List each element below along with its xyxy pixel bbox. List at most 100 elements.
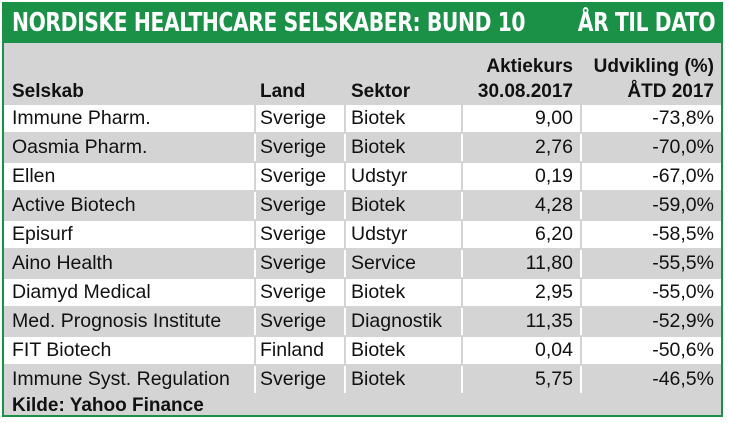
header-sector: Sektor: [351, 81, 411, 102]
cell-sector: Biotek: [351, 136, 406, 158]
cell-company: Immune Pharm.: [12, 107, 151, 129]
column-divider: [254, 308, 256, 335]
cell-sector: Biotek: [351, 107, 406, 129]
cell-price: 6,20: [535, 223, 573, 245]
cell-change: -59,0%: [652, 194, 714, 216]
cell-change: -67,0%: [652, 165, 714, 187]
column-divider: [254, 337, 256, 364]
column-divider: [254, 221, 256, 248]
column-divider: [254, 105, 256, 132]
table-header: Selskab Land Sektor Aktiekurs 30.08.2017…: [4, 43, 721, 105]
header-price-line2: 30.08.2017: [477, 81, 573, 102]
column-divider: [254, 279, 256, 306]
column-divider: [254, 250, 256, 277]
column-divider: [344, 250, 346, 277]
column-divider: [580, 105, 582, 132]
column-divider: [254, 192, 256, 219]
cell-country: Sverige: [260, 310, 327, 332]
table-row: FIT Biotech Finland Biotek 0,04 -50,6%: [4, 337, 721, 364]
table-row: Immune Pharm. Sverige Biotek 9,00 -73,8%: [4, 105, 721, 132]
column-divider: [580, 192, 582, 219]
cell-company: Episurf: [12, 223, 73, 245]
cell-price: 2,76: [535, 136, 573, 158]
table-row: Aino Health Sverige Service 11,80 -55,5%: [4, 250, 721, 277]
table-subtitle: ÅR TIL DATO: [577, 8, 716, 38]
column-divider: [344, 163, 346, 190]
column-divider: [461, 221, 463, 248]
column-divider: [344, 134, 346, 161]
column-divider: [461, 163, 463, 190]
cell-company: Immune Syst. Regulation: [12, 368, 230, 390]
cell-price: 4,28: [535, 194, 573, 216]
cell-sector: Biotek: [351, 339, 406, 361]
cell-company: Oasmia Pharm.: [12, 136, 148, 158]
column-divider: [254, 163, 256, 190]
column-divider: [461, 366, 463, 393]
column-divider: [580, 366, 582, 393]
cell-price: 11,35: [525, 310, 573, 332]
column-divider: [344, 105, 346, 132]
cell-change: -46,5%: [652, 368, 714, 390]
column-divider: [254, 366, 256, 393]
cell-sector: Diagnostik: [351, 310, 443, 332]
cell-price: 9,00: [535, 107, 573, 129]
title-bar: NORDISKE HEALTHCARE SELSKABER: BUND 10 Å…: [4, 4, 721, 43]
source-note: Kilde: Yahoo Finance: [12, 395, 204, 416]
column-divider: [344, 337, 346, 364]
column-divider: [461, 192, 463, 219]
column-divider: [344, 308, 346, 335]
cell-country: Sverige: [260, 252, 327, 274]
cell-price: 5,75: [535, 368, 573, 390]
cell-sector: Biotek: [351, 368, 406, 390]
cell-company: Ellen: [12, 165, 56, 187]
cell-country: Sverige: [260, 368, 327, 390]
column-divider: [254, 134, 256, 161]
column-divider: [461, 279, 463, 306]
cell-country: Sverige: [260, 281, 327, 303]
cell-sector: Service: [351, 252, 417, 274]
column-divider: [344, 192, 346, 219]
cell-company: Active Biotech: [12, 194, 136, 216]
column-divider: [580, 279, 582, 306]
cell-change: -52,9%: [652, 310, 714, 332]
cell-change: -73,8%: [652, 107, 714, 129]
column-divider: [461, 134, 463, 161]
cell-country: Sverige: [260, 165, 327, 187]
column-divider: [580, 163, 582, 190]
column-divider: [580, 308, 582, 335]
cell-change: -58,5%: [652, 223, 714, 245]
header-change-line1: Udvikling (%): [593, 56, 714, 77]
cell-change: -70,0%: [652, 136, 714, 158]
cell-price: 2,95: [535, 281, 573, 303]
column-divider: [580, 221, 582, 248]
table-row: Active Biotech Sverige Biotek 4,28 -59,0%: [4, 192, 721, 219]
cell-sector: Udstyr: [351, 165, 408, 187]
column-divider: [580, 250, 582, 277]
column-divider: [344, 279, 346, 306]
column-divider: [461, 105, 463, 132]
cell-company: Aino Health: [12, 252, 113, 274]
table-frame: NORDISKE HEALTHCARE SELSKABER: BUND 10 Å…: [2, 2, 723, 417]
header-change-line2: ÅTD 2017: [627, 81, 714, 102]
table-row: Diamyd Medical Sverige Biotek 2,95 -55,0%: [4, 279, 721, 306]
cell-price: 0,04: [535, 339, 573, 361]
cell-price: 0,19: [535, 165, 573, 187]
column-divider: [461, 250, 463, 277]
column-divider: [580, 134, 582, 161]
table-row: Episurf Sverige Udstyr 6,20 -58,5%: [4, 221, 721, 248]
cell-company: Med. Prognosis Institute: [12, 310, 222, 332]
cell-sector: Biotek: [351, 194, 406, 216]
cell-country: Sverige: [260, 107, 327, 129]
cell-company: Diamyd Medical: [12, 281, 151, 303]
cell-country: Finland: [260, 339, 324, 361]
cell-change: -50,6%: [652, 339, 714, 361]
table-row: Immune Syst. Regulation Sverige Biotek 5,75…: [4, 366, 721, 393]
cell-country: Sverige: [260, 223, 327, 245]
table-row: Oasmia Pharm. Sverige Biotek 2,76 -70,0%: [4, 134, 721, 161]
column-divider: [344, 366, 346, 393]
column-divider: [580, 337, 582, 364]
column-divider: [344, 221, 346, 248]
header-company: Selskab: [12, 81, 84, 102]
cell-sector: Biotek: [351, 281, 406, 303]
column-divider: [461, 337, 463, 364]
